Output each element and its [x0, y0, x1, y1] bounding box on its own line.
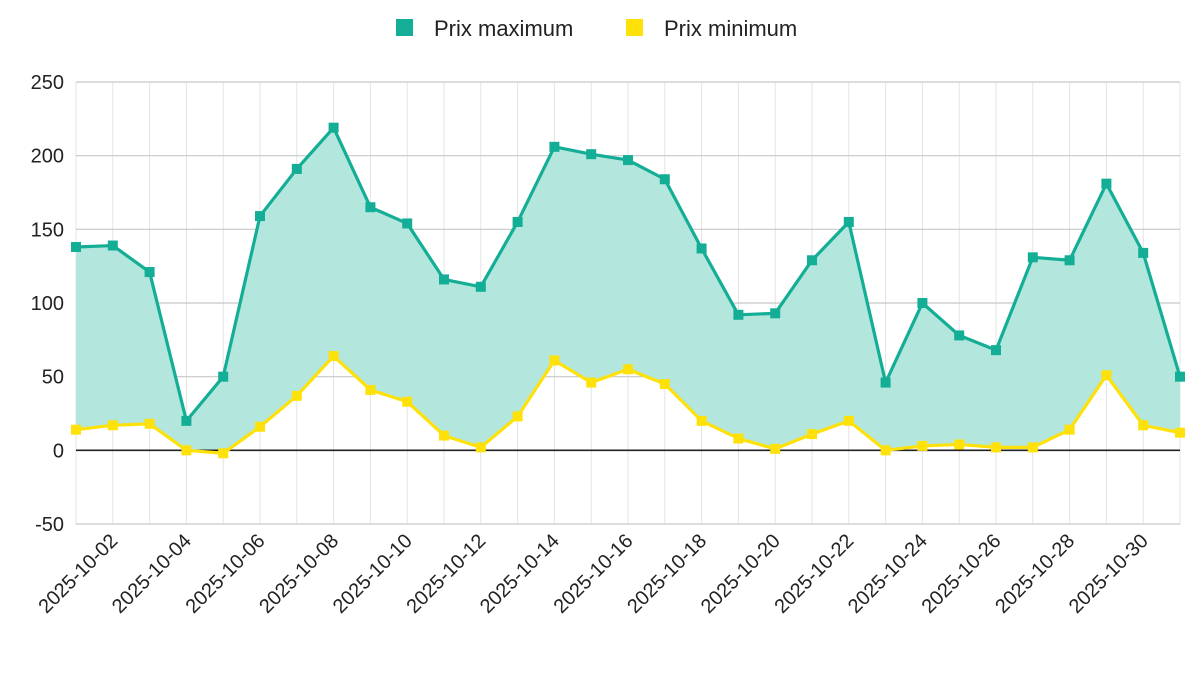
marker-min — [623, 364, 633, 375]
y-axis-ticks: -50 0 50 100 150 200 250 — [31, 72, 64, 536]
y-tick-label: 200 — [31, 146, 64, 168]
marker-max — [255, 211, 265, 222]
marker-max — [475, 281, 486, 292]
marker-max — [659, 174, 670, 185]
marker-max — [917, 298, 928, 308]
marker-min — [1175, 427, 1185, 438]
marker-max — [71, 242, 81, 253]
marker-max — [1101, 178, 1112, 189]
marker-min — [880, 445, 891, 456]
marker-max — [954, 330, 965, 341]
marker-max — [218, 371, 229, 382]
marker-min — [181, 445, 192, 456]
marker-max — [291, 163, 302, 174]
marker-min — [549, 355, 560, 366]
marker-min — [365, 384, 376, 395]
y-tick-label: 250 — [31, 72, 64, 94]
marker-min — [1027, 442, 1038, 453]
marker-min — [512, 411, 523, 422]
marker-max — [181, 415, 192, 426]
y-tick-label: 0 — [53, 440, 64, 462]
marker-min — [1138, 420, 1149, 431]
y-tick-label: 100 — [31, 293, 64, 315]
marker-min — [991, 442, 1001, 453]
marker-min — [770, 443, 781, 454]
marker-min — [586, 377, 597, 388]
marker-max — [512, 216, 523, 227]
marker-min — [218, 448, 229, 459]
marker-min — [71, 424, 81, 435]
marker-min — [144, 418, 155, 429]
marker-max — [1064, 255, 1075, 266]
marker-min — [733, 433, 744, 444]
marker-min — [107, 420, 118, 431]
marker-min — [475, 442, 486, 453]
marker-min — [328, 351, 339, 362]
marker-max — [586, 149, 597, 160]
legend: Prix maximum Prix minimum — [396, 16, 797, 41]
marker-min — [659, 379, 670, 390]
marker-max — [1027, 252, 1038, 263]
legend-swatch-min — [626, 19, 643, 36]
marker-max — [1175, 371, 1185, 382]
marker-max — [1138, 247, 1149, 258]
marker-max — [843, 216, 854, 227]
marker-min — [696, 415, 707, 426]
y-tick-label: 50 — [42, 367, 64, 389]
marker-max — [549, 141, 560, 152]
legend-label-min: Prix minimum — [664, 16, 797, 41]
marker-min — [291, 390, 302, 401]
marker-min — [439, 430, 449, 441]
series-markers — [71, 122, 1185, 459]
marker-min — [402, 396, 413, 407]
marker-max — [880, 377, 891, 388]
marker-max — [144, 267, 155, 278]
x-tick-label: 2025-10-30 — [1065, 530, 1153, 618]
marker-min — [255, 421, 265, 432]
y-tick-label: -50 — [35, 514, 64, 536]
marker-min — [1064, 424, 1075, 435]
marker-max — [733, 309, 744, 320]
marker-max — [328, 122, 339, 133]
marker-min — [1101, 370, 1112, 381]
marker-max — [991, 345, 1001, 356]
marker-max — [439, 274, 449, 285]
marker-max — [402, 218, 413, 229]
marker-min — [917, 440, 928, 451]
marker-min — [843, 415, 854, 426]
marker-max — [365, 202, 376, 213]
marker-max — [770, 308, 781, 319]
y-tick-label: 150 — [31, 219, 64, 241]
marker-max — [623, 155, 633, 166]
marker-min — [954, 439, 965, 450]
marker-max — [807, 255, 817, 266]
marker-min — [807, 429, 817, 440]
marker-max — [107, 240, 118, 251]
legend-swatch-max — [396, 19, 413, 36]
marker-max — [696, 243, 707, 254]
x-axis-ticks: 2025-10-022025-10-042025-10-062025-10-08… — [34, 530, 1152, 618]
legend-label-max: Prix maximum — [434, 16, 573, 41]
